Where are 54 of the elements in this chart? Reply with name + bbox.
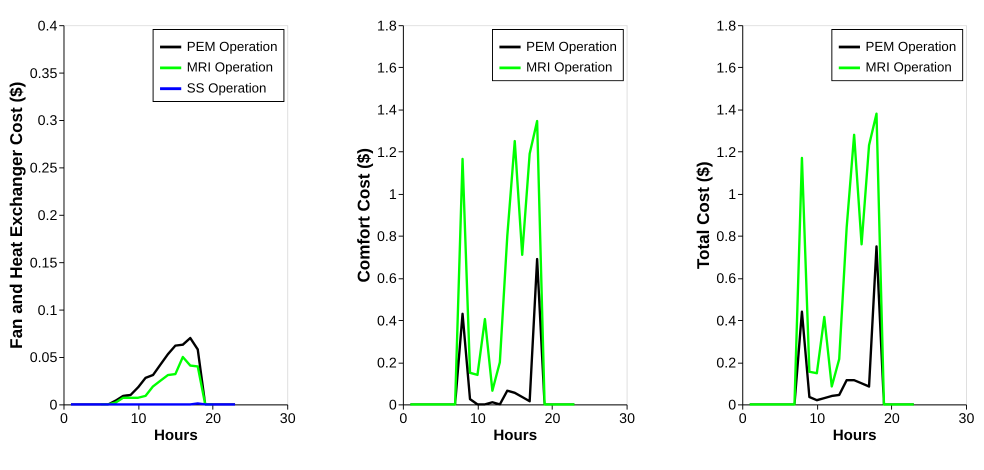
y-tick-label: 0.2 [376,355,397,372]
x-tick-label: 10 [130,410,147,427]
legend-label: PEM Operation [526,38,617,54]
x-axis-title: Hours [832,426,876,444]
y-tick-label: 0.05 [30,350,58,366]
y-tick-label: 0 [49,398,58,414]
y-tick-label: 0.1 [38,302,58,319]
x-tick-label: 0 [60,410,68,427]
y-tick-label: 0.4 [38,18,58,34]
y-axis-title: Fan and Heat Exchanger Cost ($) [7,82,26,349]
x-tick-label: 10 [470,410,486,427]
x-tick-label: 20 [884,410,900,427]
x-axis-title: Hours [493,426,538,444]
y-tick-label: 0 [728,398,736,414]
y-tick-label: 0.2 [38,208,58,224]
y-tick-label: 0.35 [30,66,58,82]
legend-label: MRI Operation [186,60,274,75]
x-tick-label: 0 [738,410,747,427]
y-tick-label: 0.6 [716,271,736,288]
y-tick-label: 1.2 [376,144,397,161]
legend-label: MRI Operation [526,60,612,75]
y-tick-label: 1 [388,186,397,203]
legend-label: PEM Operation [186,38,278,54]
y-tick-label: 0 [388,398,397,414]
y-axis-title: Comfort Cost ($) [354,148,374,283]
y-tick-label: 0.8 [716,229,736,246]
y-tick-label: 1.8 [716,18,736,34]
x-tick-label: 20 [544,410,561,427]
y-tick-label: 1.6 [716,60,736,77]
y-tick-label: 1.4 [376,102,397,119]
y-tick-label: 0.4 [716,313,736,330]
y-tick-label: 1.8 [376,18,397,34]
y-axis-title: Total Cost ($) [694,161,713,270]
y-tick-label: 1.6 [376,60,397,77]
x-tick-label: 30 [958,410,974,427]
y-tick-label: 1 [728,186,736,203]
y-tick-label: 1.4 [716,102,736,119]
y-tick-label: 0.3 [38,113,58,130]
x-tick-label: 20 [205,410,222,427]
y-tick-label: 1.2 [716,144,736,161]
y-tick-label: 0.2 [716,355,736,372]
y-tick-label: 0.8 [376,229,397,246]
y-tick-label: 0.6 [376,271,397,288]
x-tick-label: 30 [280,410,296,427]
x-axis-title: Hours [154,426,198,444]
x-tick-label: 0 [399,410,408,427]
y-tick-label: 0.4 [376,313,397,330]
y-tick-label: 0.15 [30,255,58,272]
y-tick-label: 0.25 [30,160,58,177]
x-tick-label: 10 [809,410,826,427]
x-tick-label: 30 [619,410,636,427]
legend-label: SS Operation [186,80,266,96]
legend-label: PEM Operation [866,38,956,54]
legend-label: MRI Operation [866,60,952,75]
